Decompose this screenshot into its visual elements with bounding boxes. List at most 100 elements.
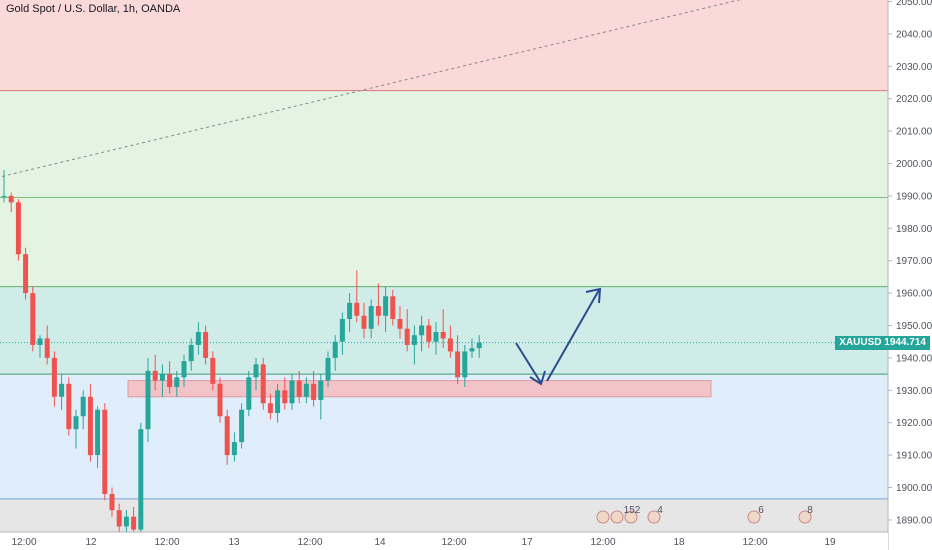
- price-tick-label: 1920.000: [896, 418, 932, 429]
- candle-body: [303, 383, 309, 397]
- candle-body: [59, 383, 65, 397]
- candle-body: [145, 370, 151, 430]
- candle-body: [95, 409, 101, 456]
- economic-event-icon: [596, 510, 610, 524]
- time-tick-label: 12:00: [590, 537, 615, 548]
- price-tick-label: 1890.000: [896, 515, 932, 526]
- candle-body: [80, 396, 86, 417]
- event-count: 4: [657, 505, 663, 516]
- price-tick-label: 1990.000: [896, 191, 932, 202]
- chart-title: Gold Spot / U.S. Dollar, 1h, OANDA: [6, 3, 181, 15]
- projection-arrow-up: [546, 289, 600, 382]
- candle-body: [231, 442, 237, 456]
- candle-body: [51, 357, 57, 397]
- candle-body: [210, 357, 216, 384]
- time-tick-label: 12:00: [297, 537, 322, 548]
- candle-body: [131, 516, 137, 530]
- time-tick-label: 12:00: [11, 537, 36, 548]
- economic-event-icon: [747, 510, 761, 524]
- economic-event-icon: [647, 510, 661, 524]
- candle-body: [282, 390, 288, 404]
- arrowhead-up: [585, 287, 602, 304]
- candle-body: [224, 416, 230, 456]
- price-tick-label: 1930.000: [896, 386, 932, 397]
- candle-body: [447, 338, 453, 352]
- candle-body: [375, 306, 381, 316]
- candle-body: [296, 380, 302, 397]
- candle-body: [116, 510, 122, 527]
- zone-green: [0, 90, 888, 287]
- time-tick-label: 12:00: [742, 537, 767, 548]
- candle-body: [426, 325, 432, 342]
- event-count: 6: [758, 505, 764, 516]
- time-tick-label: 13: [228, 537, 240, 548]
- candle-body: [195, 331, 201, 345]
- price-tick-label: 1950.000: [896, 321, 932, 332]
- event-count: 8: [807, 505, 813, 516]
- candle-body: [332, 341, 338, 358]
- candle-body: [246, 377, 252, 410]
- candle-body: [455, 351, 461, 378]
- zone-gray: [0, 498, 888, 532]
- candle-body: [462, 351, 468, 378]
- candle-body: [390, 296, 396, 320]
- candle-body: [260, 364, 266, 404]
- price-tick-label: 1980.000: [896, 224, 932, 235]
- price-tick-label: 2020.000: [896, 94, 932, 105]
- candle-body: [368, 306, 374, 329]
- zone-teal: [0, 286, 888, 375]
- candle-body: [181, 361, 187, 378]
- candle-body: [239, 409, 245, 443]
- time-tick-label: 14: [374, 537, 386, 548]
- time-tick-label: 18: [673, 537, 685, 548]
- economic-event-icon: [624, 510, 638, 524]
- candle-body: [311, 383, 317, 401]
- time-tick-label: 12:00: [154, 537, 179, 548]
- time-tick-label: 12:00: [441, 537, 466, 548]
- price-tick-label: 2000.000: [896, 159, 932, 170]
- candle-body: [433, 331, 439, 342]
- candle-body: [411, 335, 417, 345]
- time-tick-label: 19: [824, 537, 836, 548]
- price-tick-label: 1910.000: [896, 451, 932, 462]
- price-tick-label: 2050.000: [896, 0, 932, 8]
- candle-body: [23, 254, 29, 294]
- candle-body: [275, 390, 281, 413]
- candle-body: [318, 380, 324, 401]
- candle-body: [267, 403, 273, 413]
- candle-body: [8, 195, 14, 203]
- candle-body: [188, 344, 194, 362]
- projection-arrow-down: [515, 342, 542, 384]
- event-count: 152: [624, 505, 641, 516]
- candle-body: [361, 315, 367, 329]
- candle-body: [159, 374, 165, 381]
- candle-body: [152, 370, 158, 381]
- price-tick-label: 1900.000: [896, 483, 932, 494]
- price-axis: [888, 0, 932, 550]
- time-axis: [0, 532, 888, 550]
- candle-body: [44, 338, 50, 358]
- time-tick-label: 12: [85, 537, 97, 548]
- candle-body: [109, 493, 115, 511]
- candle-body: [66, 383, 72, 430]
- candle-body: [289, 380, 295, 404]
- candle-body: [325, 357, 331, 381]
- price-tick-label: 1960.000: [896, 289, 932, 300]
- candle-body: [354, 302, 360, 316]
- candle-body: [1, 195, 7, 197]
- price-tick-label: 1970.000: [896, 256, 932, 267]
- economic-event-icon: [798, 510, 812, 524]
- candle-body: [73, 416, 79, 430]
- candle-body: [419, 325, 425, 336]
- economic-event-icon: [610, 510, 624, 524]
- candle-body: [440, 331, 446, 339]
- candle-body: [203, 331, 209, 358]
- candle-body: [404, 328, 410, 345]
- time-tick-label: 17: [521, 537, 533, 548]
- candle-body: [102, 409, 108, 494]
- candle-body: [253, 364, 259, 378]
- candle-body: [469, 348, 475, 352]
- candle-body: [347, 302, 353, 320]
- candle-body: [138, 429, 144, 530]
